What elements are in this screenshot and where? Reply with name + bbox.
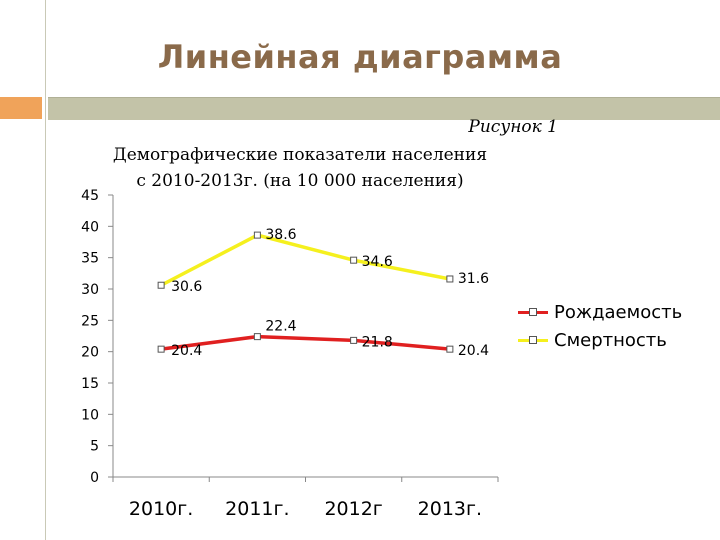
data-label: 31.6	[458, 271, 489, 287]
series-line-births	[160, 334, 451, 351]
chart-title-line-1: Демографические показатели населения	[112, 145, 488, 165]
x-tick-label: 2012г	[324, 498, 382, 520]
data-point-marker	[446, 345, 454, 353]
y-tick-label: 20	[81, 345, 99, 361]
chart-title-line-2: с 2010-2013г. (на 10 000 населения)	[136, 170, 464, 191]
y-tick-label: 10	[81, 407, 99, 423]
data-point-marker	[446, 275, 454, 283]
y-tick-label: 5	[90, 439, 99, 455]
data-label: 30.6	[171, 279, 202, 295]
y-tick-label: 25	[81, 313, 99, 329]
data-label: 34.6	[362, 254, 393, 270]
chart-legend: Рождаемость Смертность	[518, 298, 682, 354]
y-tick-label: 40	[81, 219, 99, 235]
data-label: 21.8	[362, 334, 393, 350]
y-tick-label: 15	[81, 376, 99, 392]
data-point-marker	[253, 231, 261, 239]
data-label: 22.4	[265, 319, 296, 335]
accent-vertical-line	[45, 0, 46, 540]
legend-label-deaths: Смертность	[554, 329, 667, 351]
y-tick-label: 30	[81, 282, 99, 298]
slide-title: Линейная диаграмма	[157, 38, 563, 76]
chart-title: Демографические показатели населения с 2…	[70, 143, 530, 194]
series-line-deaths	[160, 233, 451, 287]
figure-label: Рисунок 1	[468, 117, 558, 137]
data-label: 38.6	[265, 227, 296, 243]
data-point-marker	[157, 345, 165, 353]
legend-item-deaths: Смертность	[518, 326, 682, 354]
y-tick-label: 45	[81, 188, 99, 204]
legend-swatch-deaths	[518, 333, 548, 347]
data-point-marker	[253, 333, 261, 341]
accent-orange-block	[0, 97, 42, 119]
legend-label-births: Рождаемость	[554, 301, 683, 323]
legend-swatch-births	[518, 305, 548, 319]
data-label: 20.4	[458, 343, 489, 359]
y-tick-label: 35	[81, 251, 99, 267]
x-tick-label: 2010г.	[129, 498, 193, 520]
legend-item-births: Рождаемость	[518, 298, 682, 326]
data-point-marker	[350, 336, 358, 344]
y-tick-label: 0	[90, 470, 99, 486]
x-tick-label: 2011г.	[225, 498, 289, 520]
data-point-marker	[350, 256, 358, 264]
data-label: 20.4	[171, 343, 202, 359]
x-tick-label: 2013г.	[418, 498, 482, 520]
data-point-marker	[157, 281, 165, 289]
accent-divider-bar	[48, 97, 720, 120]
